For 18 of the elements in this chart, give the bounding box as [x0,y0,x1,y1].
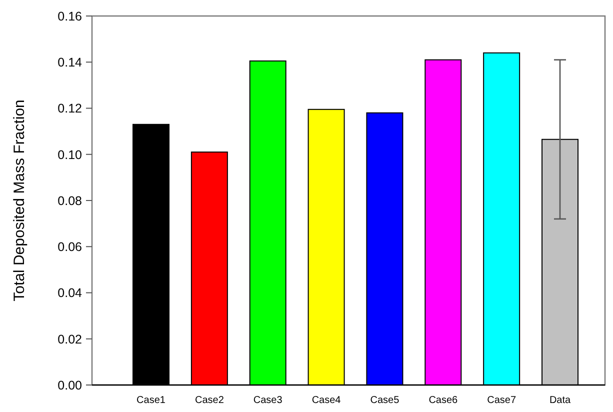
x-tick-label: Case2 [194,395,224,406]
x-tick-label: Case3 [253,395,283,406]
x-tick-label: Case1 [136,395,166,406]
x-tick-label: Case4 [312,395,342,406]
y-tick-label: 0.00 [58,378,82,392]
x-tick-label: Case7 [487,395,516,406]
y-tick-label: 0.10 [58,148,82,162]
y-tick-label: 0.04 [58,286,82,300]
y-tick-label: 0.02 [58,332,82,346]
y-tick-label: 0.08 [58,194,82,208]
x-tick-label: Data [549,395,571,406]
y-axis-title: Total Deposited Mass Fraction [11,100,28,302]
x-tick-label: Case6 [428,395,458,406]
y-tick-label: 0.06 [58,240,82,254]
x-tick-label: Case5 [370,395,400,406]
y-tick-label: 0.12 [58,102,82,116]
y-tick-label: 0.16 [58,9,82,24]
y-tick-label: 0.14 [58,56,82,70]
